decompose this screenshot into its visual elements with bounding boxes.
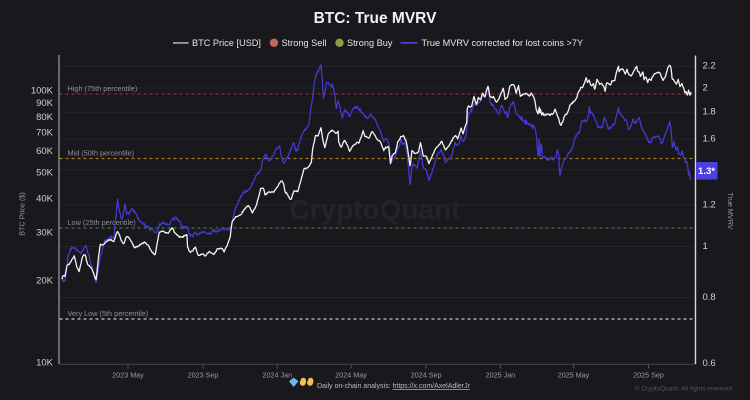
svg-text:10K: 10K <box>36 358 54 369</box>
svg-text:Mid (50th percentile): Mid (50th percentile) <box>68 149 135 158</box>
svg-text:© CryptoQuant. All rights rese: © CryptoQuant. All rights reserved <box>635 385 733 393</box>
svg-text:1.8: 1.8 <box>703 107 716 118</box>
svg-text:Low (25th percentile): Low (25th percentile) <box>68 218 136 227</box>
svg-text:20K: 20K <box>36 276 54 287</box>
svg-text:2024 Jan: 2024 Jan <box>263 371 293 380</box>
svg-text:90K: 90K <box>36 98 54 109</box>
svg-text:Strong Buy: Strong Buy <box>347 38 393 48</box>
svg-text:50K: 50K <box>36 167 54 178</box>
svg-text:True MVRV corrected for lost c: True MVRV corrected for lost coins >7Y <box>422 38 584 48</box>
svg-text:2024 Sep: 2024 Sep <box>411 371 442 380</box>
svg-text:60K: 60K <box>36 146 54 157</box>
svg-text:2.2: 2.2 <box>703 61 716 72</box>
svg-text:2023 Sep: 2023 Sep <box>188 371 219 380</box>
svg-text:BTC: True MVRV: BTC: True MVRV <box>314 10 438 27</box>
svg-text:1.2: 1.2 <box>703 199 716 210</box>
svg-text:High (75th percentile): High (75th percentile) <box>68 84 138 93</box>
svg-text:30K: 30K <box>36 228 54 239</box>
svg-text:2023 May: 2023 May <box>112 371 144 380</box>
svg-text:0.6: 0.6 <box>703 358 716 369</box>
svg-text:1: 1 <box>703 241 708 252</box>
svg-text:2024 May: 2024 May <box>335 371 367 380</box>
svg-text:80K: 80K <box>36 112 54 123</box>
svg-text:2025 Jan: 2025 Jan <box>486 371 516 380</box>
svg-text:True MVRV: True MVRV <box>726 192 735 229</box>
svg-text:BTC Price [USD]: BTC Price [USD] <box>192 38 261 48</box>
svg-text:1.3*: 1.3* <box>698 166 715 177</box>
svg-text:0.8: 0.8 <box>703 292 716 303</box>
svg-text:2: 2 <box>703 83 708 94</box>
svg-text:Daily on-chain analysis: https: Daily on-chain analysis: https://x.com/A… <box>317 383 471 390</box>
svg-text:CryptoQuant: CryptoQuant <box>289 194 460 225</box>
svg-text:2025 May: 2025 May <box>558 371 590 380</box>
svg-text:BTC Price ($): BTC Price ($) <box>18 192 27 236</box>
svg-text:2025 Sep: 2025 Sep <box>633 371 664 380</box>
svg-text:1.6: 1.6 <box>703 134 716 145</box>
svg-text:40K: 40K <box>36 194 54 205</box>
svg-text:100K: 100K <box>31 86 54 97</box>
svg-text:70K: 70K <box>36 128 54 139</box>
svg-text:Strong Sell: Strong Sell <box>282 38 327 48</box>
svg-text:Very Low (5th percentile): Very Low (5th percentile) <box>68 309 149 318</box>
